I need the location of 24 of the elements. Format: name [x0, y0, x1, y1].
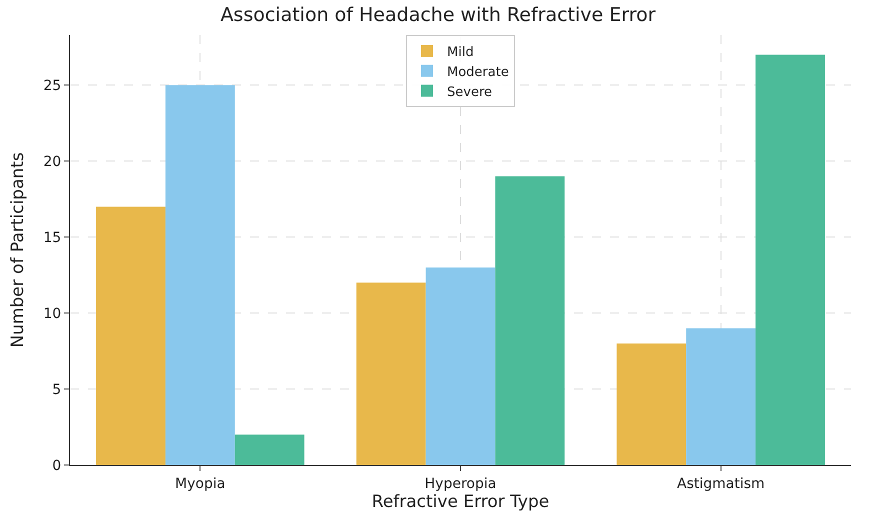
x-tick-label: Astigmatism [676, 476, 765, 492]
x-axis-title: Refractive Error Type [372, 492, 550, 512]
bar [165, 85, 235, 465]
x-tick-label: Hyperopia [424, 476, 496, 492]
bar [234, 434, 304, 465]
bar [616, 343, 686, 465]
x-tick-label: Myopia [175, 476, 226, 492]
bar [356, 282, 426, 465]
y-tick-label: 25 [43, 78, 62, 94]
legend-label: Severe [447, 84, 492, 100]
legend-label: Mild [447, 45, 474, 60]
bar [426, 267, 496, 465]
y-tick-label: 10 [43, 306, 62, 322]
bar [686, 328, 756, 465]
y-tick-label: 20 [43, 154, 62, 170]
bar [756, 54, 825, 465]
y-tick-label: 15 [43, 230, 62, 246]
chart-title: Association of Headache with Refractive Error [220, 4, 656, 26]
y-tick-label: 0 [52, 458, 62, 474]
y-tick-label: 5 [52, 382, 62, 398]
y-axis-title: Number of Participants [8, 152, 28, 348]
bar [495, 176, 565, 465]
legend-label: Moderate [447, 64, 509, 80]
bar [96, 206, 166, 465]
